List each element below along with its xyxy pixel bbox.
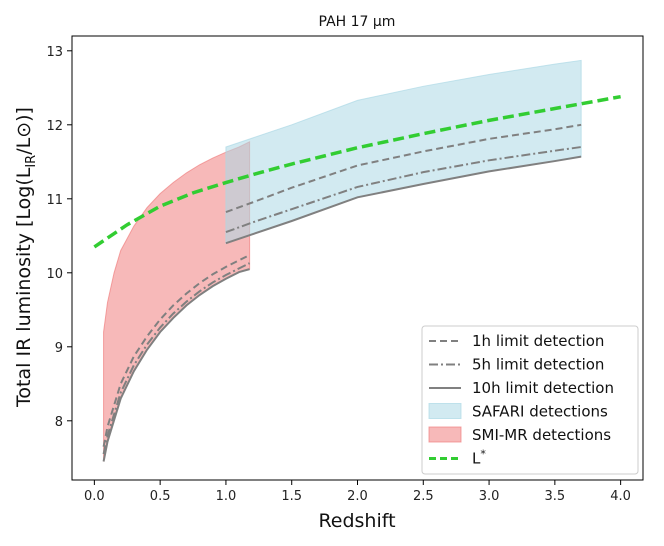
legend-item: SAFARI detections bbox=[428, 403, 608, 421]
y-tick-label: 11 bbox=[46, 193, 63, 208]
x-tick-label: 2.5 bbox=[413, 489, 434, 504]
x-axis-title: Redshift bbox=[318, 510, 395, 532]
line-10h-limit-segment-1 bbox=[102, 268, 250, 462]
axis-ticks: 0.0 0.5 1.0 1.5 2.0 2.5 3.0 3.5 4.0 8 9 10 11 12 13 bbox=[46, 45, 631, 504]
y-tick-label: 8 bbox=[55, 415, 63, 430]
y-tick-label: 13 bbox=[46, 45, 63, 60]
line-5h-limit-segment-1 bbox=[102, 262, 251, 455]
x-tick-label: 1.0 bbox=[216, 489, 237, 504]
legend-swatch bbox=[428, 403, 462, 419]
legend-label: 1h limit detection bbox=[472, 332, 604, 350]
x-tick-label: 0.0 bbox=[84, 489, 105, 504]
line-10h-limit-segment-2 bbox=[225, 155, 582, 245]
legend-item: L* bbox=[429, 448, 486, 468]
legend-label: L* bbox=[472, 448, 486, 468]
y-tick-label: 12 bbox=[46, 119, 63, 134]
x-tick-label: 0.5 bbox=[150, 489, 171, 504]
legend-label: 5h limit detection bbox=[472, 356, 604, 374]
x-tick-label: 1.5 bbox=[281, 489, 302, 504]
y-tick-label: 10 bbox=[46, 267, 63, 282]
axes-border bbox=[71, 35, 644, 481]
axes-frame bbox=[71, 35, 644, 481]
line-1h-limit-segment-1 bbox=[102, 254, 251, 447]
chart-title: PAH 17 μm bbox=[319, 14, 396, 30]
legend: 1h limit detection 5h limit detection 10h … bbox=[421, 325, 639, 475]
y-tick-label: 9 bbox=[55, 341, 63, 356]
legend-item: SMI-MR detections bbox=[428, 426, 611, 444]
line-1h-limit-segment-2 bbox=[225, 123, 582, 214]
x-tick-label: 4.0 bbox=[610, 489, 631, 504]
x-tick-label: 2.0 bbox=[347, 489, 368, 504]
legend-label: SAFARI detections bbox=[472, 403, 608, 421]
x-tick-label: 3.0 bbox=[479, 489, 500, 504]
legend-swatch bbox=[428, 426, 462, 443]
legend-label: SMI-MR detections bbox=[472, 426, 611, 444]
plot-area bbox=[93, 59, 621, 462]
legend-box bbox=[421, 325, 639, 475]
line-5h-limit-segment-2 bbox=[225, 146, 582, 234]
legend-item: 10h limit detection bbox=[429, 379, 614, 397]
x-tick-label: 3.5 bbox=[545, 489, 566, 504]
legend-item: 1h limit detection bbox=[429, 332, 604, 350]
legend-item: 5h limit detection bbox=[429, 356, 604, 374]
legend-label: 10h limit detection bbox=[472, 379, 614, 397]
y-axis-title: Total IR luminosity [Log(LIR/L⊙)] bbox=[13, 107, 39, 408]
line-l-star bbox=[93, 94, 621, 249]
